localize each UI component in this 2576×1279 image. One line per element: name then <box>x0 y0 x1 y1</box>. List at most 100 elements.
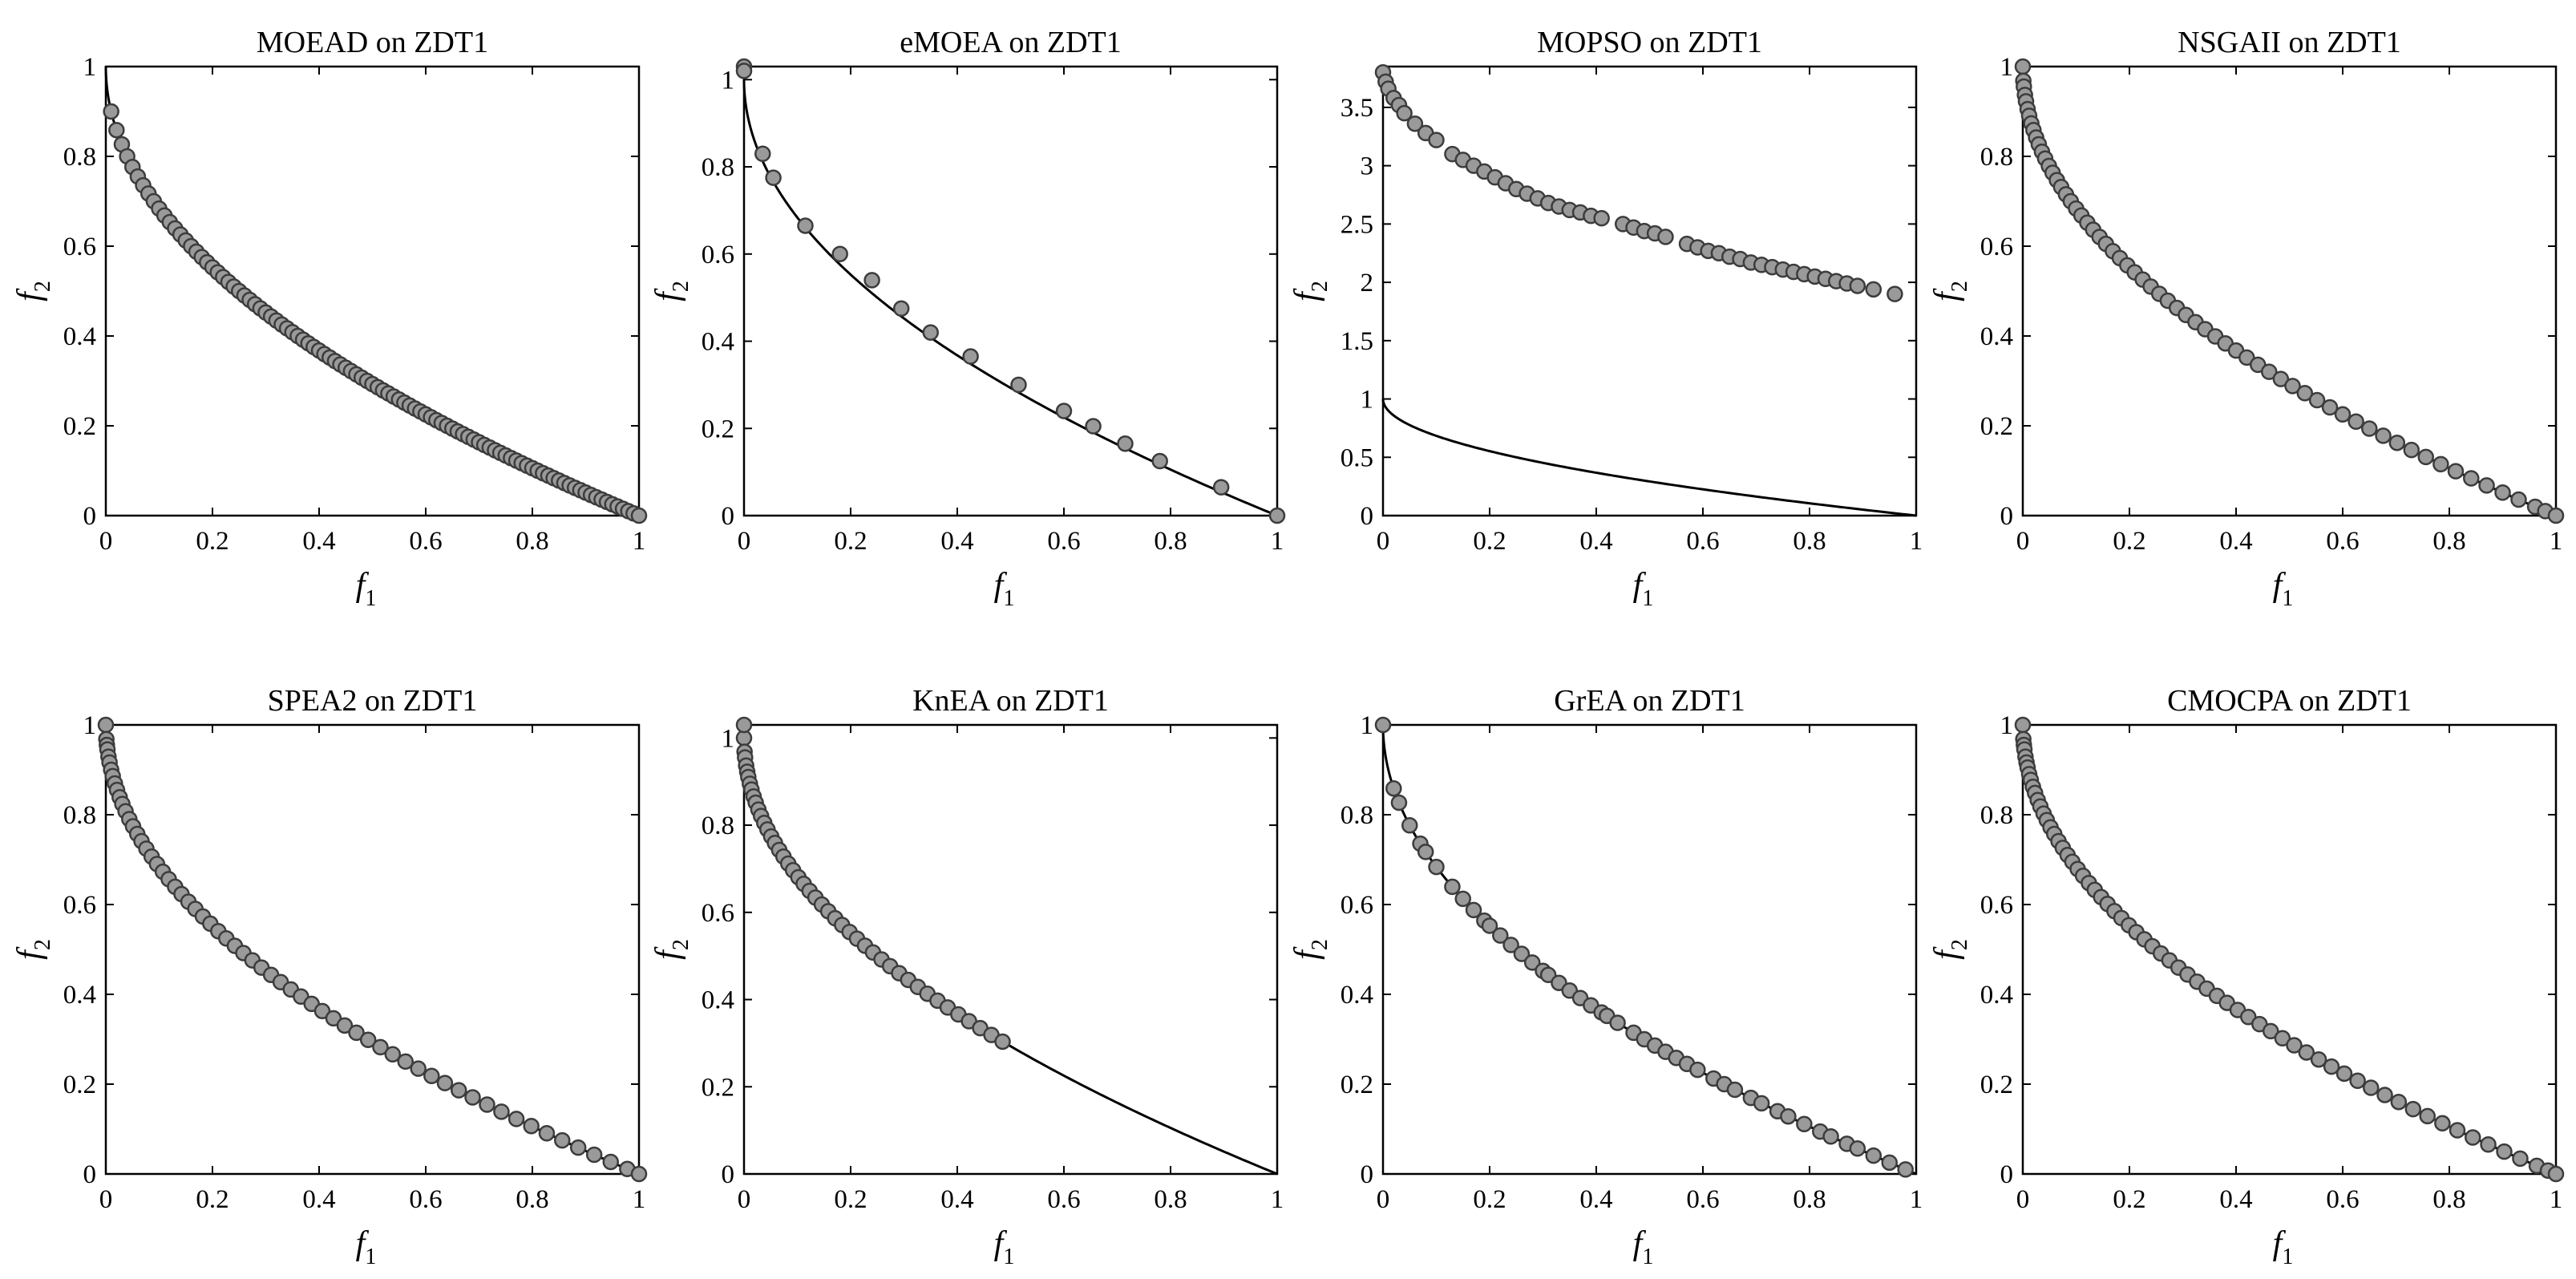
x-axis-label-sub: 1 <box>2282 1245 2293 1269</box>
solution-point <box>2480 1135 2497 1153</box>
y-tick-label: 0 <box>1361 1160 1374 1189</box>
y-tick-label: 1 <box>83 711 97 740</box>
x-tick-label: 1 <box>1910 527 1923 556</box>
y-tick-label: 0.6 <box>63 891 96 920</box>
x-axis-label: f1 <box>356 1225 377 1269</box>
x-tick-label: 1 <box>1271 527 1284 556</box>
y-tick-label: 0.5 <box>1341 443 1373 472</box>
y-tick-label: 0.6 <box>1980 891 2013 920</box>
y-tick-label: 0.4 <box>1341 981 1373 1010</box>
x-tick-label: 0 <box>99 1185 113 1214</box>
y-axis-label: f2 <box>1928 281 1972 302</box>
solution-point <box>2465 1129 2481 1146</box>
y-tick-label: 3 <box>1361 152 1374 181</box>
x-tick-label: 0.6 <box>1686 527 1719 556</box>
y-axis-label-sub: 2 <box>1947 281 1972 292</box>
solution-point <box>2447 463 2465 480</box>
subplot-1: MOEAD on ZDT1 0 0.2 0.4 0.6 0.8 1 0 0.2 0.4 0.6 0.8… <box>11 26 648 611</box>
axes-box <box>2021 65 2558 517</box>
y-tick-label: 0.8 <box>63 801 96 830</box>
y-tick-label: 0 <box>2000 1160 2014 1189</box>
solution-point <box>735 63 753 79</box>
y-tick-label: 1 <box>1361 386 1374 415</box>
y-tick-label: 0 <box>1361 502 1374 531</box>
solution-point <box>1444 878 1461 896</box>
x-tick-label: 0.8 <box>516 1185 548 1214</box>
solution-point <box>2284 378 2301 395</box>
x-axis-label: f1 <box>356 567 377 611</box>
y-tick-label: 0.2 <box>1341 1071 1373 1099</box>
y-tick-label: 0.8 <box>702 153 734 182</box>
y-tick-label: 0 <box>83 1160 97 1189</box>
solution-point <box>2478 477 2495 494</box>
subplot-3: MOPSO on ZDT1 0 0.2 0.4 0.6 0.8 1 0 0.5 1 1.5 2 2.5 3… <box>1288 26 1923 611</box>
solution-point <box>336 1017 354 1034</box>
x-tick-label: 0.4 <box>2219 527 2252 556</box>
y-tick-label: 0.8 <box>63 143 96 172</box>
x-tick-label: 0.2 <box>1473 527 1506 556</box>
solution-point <box>2388 434 2406 451</box>
solution-point <box>1151 452 1168 470</box>
solution-point <box>1055 403 1073 419</box>
y-tick-label: 1 <box>722 66 735 95</box>
solution-point <box>1796 1115 1813 1132</box>
y-tick-label: 0.4 <box>1980 322 2013 351</box>
solution-point <box>2335 1065 2353 1083</box>
solution-point <box>1513 945 1531 962</box>
solution-point <box>1897 1161 1914 1178</box>
solution-point <box>97 716 115 734</box>
x-tick-label: 1 <box>2550 527 2563 556</box>
solution-point <box>2404 1100 2422 1118</box>
x-tick-label: 0.8 <box>1154 527 1187 556</box>
solution-point <box>372 1038 389 1056</box>
y-tick-label: 0.8 <box>1341 801 1373 830</box>
solution-point <box>1428 858 1445 876</box>
pareto-front-line <box>2021 67 2557 517</box>
y-tick-label: 2 <box>1361 269 1374 297</box>
x-tick-label: 0.2 <box>2113 527 2145 556</box>
solution-point <box>1117 435 1134 452</box>
solution-point <box>1539 966 1557 984</box>
solution-point <box>1502 937 1519 953</box>
x-tick-label: 0.6 <box>1047 527 1080 556</box>
y-tick-label: 0.4 <box>63 322 96 351</box>
y-tick-label: 1.5 <box>1341 327 1373 356</box>
y-tick-label: 1 <box>2000 53 2014 82</box>
solution-point <box>538 1125 556 1142</box>
pareto-front-line <box>2021 725 2557 1176</box>
y-tick-label: 1 <box>2000 711 2014 740</box>
axes-box <box>2021 723 2558 1176</box>
solution-point <box>423 1067 440 1084</box>
subplot-title: eMOEA on ZDT1 <box>900 26 1122 59</box>
x-tick-label: 0.6 <box>1686 1185 1719 1214</box>
solution-point <box>450 1082 467 1099</box>
x-axis-label: f1 <box>2273 567 2294 611</box>
pareto-front-line <box>1381 725 1917 1176</box>
axes-box <box>104 723 641 1176</box>
x-tick-label: 1 <box>2550 1185 2563 1214</box>
x-axis-label-sub: 1 <box>2282 586 2293 611</box>
solution-point <box>523 1118 540 1135</box>
y-tick-label: 0.8 <box>702 812 734 840</box>
x-tick-label: 0.4 <box>940 527 973 556</box>
solution-point <box>508 1111 525 1127</box>
solution-point <box>2014 716 2032 734</box>
y-axis-label: f2 <box>11 939 55 960</box>
y-tick-label: 0.6 <box>1341 891 1373 920</box>
pareto-front-line <box>104 725 640 1176</box>
solution-point <box>1881 1154 1898 1172</box>
solution-point <box>1657 229 1674 245</box>
x-tick-label: 0.6 <box>409 1185 442 1214</box>
axes-box <box>1381 723 1918 1176</box>
pareto-front-line <box>742 79 1278 517</box>
solution-point <box>493 1103 510 1120</box>
y-tick-label: 0.6 <box>63 233 96 261</box>
x-tick-label: 0.2 <box>196 527 228 556</box>
subplot-title: CMOCPA on ZDT1 <box>2167 684 2412 718</box>
solution-point <box>1454 890 1471 908</box>
solution-point <box>1085 418 1102 435</box>
x-tick-label: 0 <box>1377 527 1390 556</box>
y-tick-label: 0.4 <box>702 986 734 1015</box>
y-axis-label: f2 <box>1928 939 1972 960</box>
solution-point <box>1428 132 1445 148</box>
